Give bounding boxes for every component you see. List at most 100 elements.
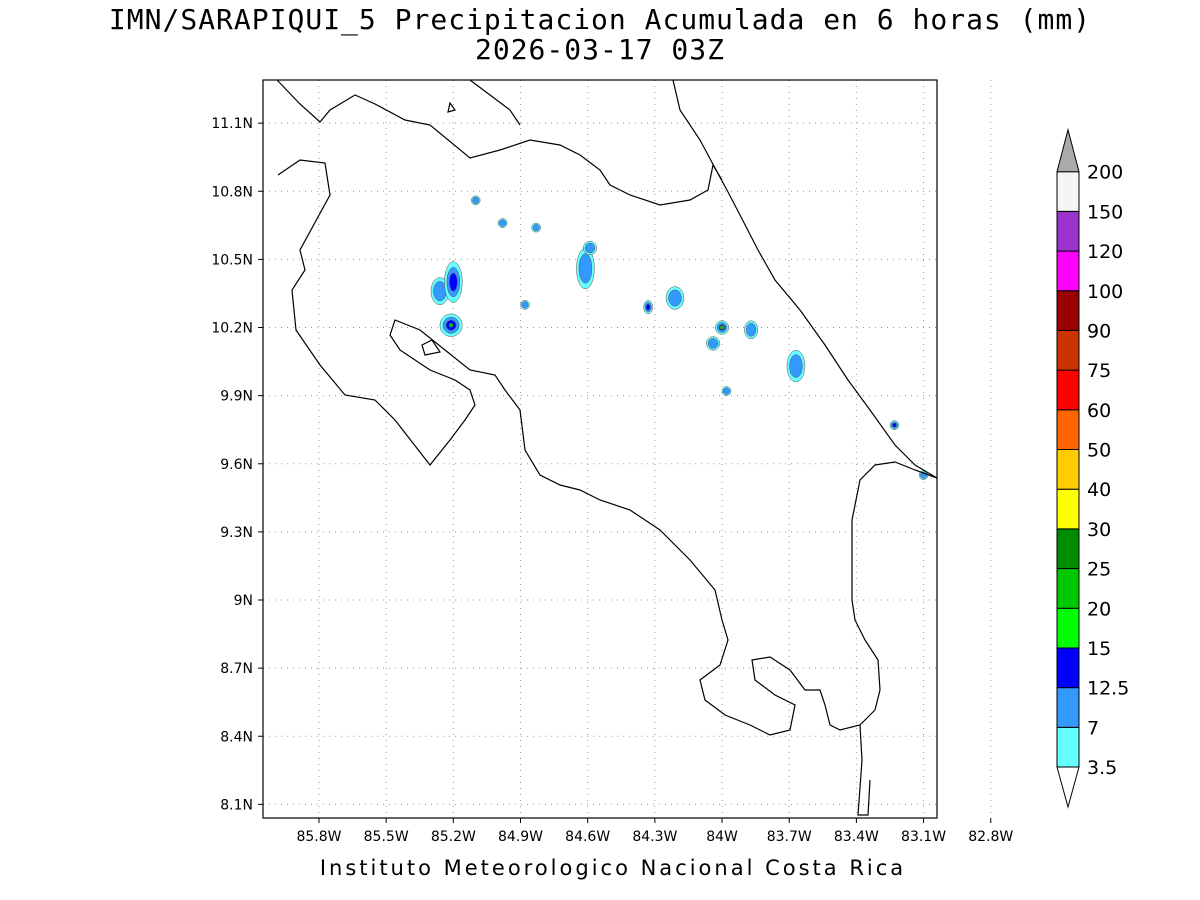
lat-tick-label: 9N xyxy=(234,593,253,609)
colorbar-swatch xyxy=(1056,568,1080,609)
lon-tick-label: 85.2W xyxy=(431,829,476,845)
map-background xyxy=(263,80,937,818)
colorbar-label: 7 xyxy=(1087,717,1099,739)
precip-cell xyxy=(430,277,450,306)
colorbar-label: 60 xyxy=(1087,400,1111,422)
precip-cell xyxy=(643,300,653,315)
colorbar-min-arrow xyxy=(1056,766,1080,809)
precip-cell xyxy=(520,300,530,310)
colorbar-swatch xyxy=(1056,726,1080,768)
precip-cell xyxy=(889,420,900,430)
lon-tick-label: 83.1W xyxy=(901,829,946,845)
colorbar-swatch xyxy=(1056,250,1080,292)
colorbar-label: 75 xyxy=(1087,360,1111,382)
precip-contour xyxy=(448,322,454,328)
precip-contour xyxy=(472,196,480,204)
lon-tick-label: 85.8W xyxy=(296,829,341,845)
colorbar-label: 25 xyxy=(1087,559,1111,581)
precip-cell xyxy=(786,349,806,383)
precip-cell xyxy=(497,218,508,228)
lat-tick-label: 10.5N xyxy=(211,252,253,268)
map-frame xyxy=(262,79,938,819)
precip-contour xyxy=(532,224,540,232)
colorbar-label: 100 xyxy=(1087,281,1123,303)
precip-contour xyxy=(723,387,730,395)
map-title: IMN/SARAPIQUI_5 Precipitacion Acumulada … xyxy=(108,3,1092,36)
lon-tick-label: 82.8W xyxy=(968,829,1013,845)
lat-tick-label: 8.1N xyxy=(220,797,253,813)
precip-cell xyxy=(665,286,685,310)
colorbar-label: 200 xyxy=(1087,162,1123,184)
colorbar-swatch xyxy=(1056,607,1080,649)
colorbar-label: 50 xyxy=(1087,440,1111,462)
colorbar-swatch xyxy=(1056,449,1080,490)
latitude-axis: 11.1N 10.8N 10.5N 10.2N 9.9N 9.6N 9.3N 9N 8.7N 8.… xyxy=(211,116,263,813)
colorbar-label: 3.5 xyxy=(1087,757,1117,779)
colorbar-max-arrow xyxy=(1056,127,1080,173)
lat-tick-label: 8.7N xyxy=(220,661,253,677)
precip-cell xyxy=(721,386,732,396)
colorbar-swatch xyxy=(1056,290,1080,331)
colorbar-label: 40 xyxy=(1087,479,1111,501)
colorbar-label: 15 xyxy=(1087,638,1111,660)
colorbar-swatch xyxy=(1056,369,1080,411)
precip-contour xyxy=(449,272,458,292)
precip-contour xyxy=(584,242,596,254)
precip-cell xyxy=(715,320,730,335)
lat-tick-label: 10.8N xyxy=(211,184,253,200)
precip-cell xyxy=(582,240,597,256)
colorbar-label: 120 xyxy=(1087,241,1123,263)
colorbar-swatch xyxy=(1056,409,1080,450)
colorbar-label: 150 xyxy=(1087,201,1123,223)
colorbar-label: 30 xyxy=(1087,519,1111,541)
colorbar-swatch xyxy=(1056,528,1080,570)
lon-tick-label: 84.3W xyxy=(632,829,677,845)
lon-tick-label: 84.6W xyxy=(565,829,610,845)
colorbar-swatch xyxy=(1056,687,1080,728)
lon-tick-label: 84W xyxy=(706,829,738,845)
precip-contour xyxy=(499,219,507,227)
precip-contour xyxy=(521,301,529,309)
precip-contour xyxy=(892,422,897,428)
precip-cell xyxy=(444,261,463,303)
precip-contour xyxy=(668,289,682,307)
precip-contour xyxy=(645,303,651,311)
precip-contour xyxy=(707,338,719,349)
colorbar-label: 12.5 xyxy=(1087,678,1129,700)
precip-contour xyxy=(578,253,593,284)
colorbar-legend: 3.5 7 12.5 15 20 25 30 40 50 60 75 90 100 120 150 200 xyxy=(1056,127,1129,809)
precip-contour xyxy=(789,354,803,378)
colorbar-swatch xyxy=(1056,171,1080,212)
precipitation-field xyxy=(430,195,929,480)
colorbar-label: 20 xyxy=(1087,598,1111,620)
lat-tick-label: 11.1N xyxy=(211,116,253,132)
precip-cell xyxy=(531,222,541,233)
lat-tick-label: 9.9N xyxy=(220,389,253,405)
coastline xyxy=(276,79,938,816)
map-datetime: 2026-03-17 03Z xyxy=(474,33,725,66)
lon-tick-label: 84.9W xyxy=(498,829,543,845)
precip-cell xyxy=(744,320,759,340)
colorbar-label: 90 xyxy=(1087,320,1111,342)
colorbar-swatch xyxy=(1056,210,1080,252)
lat-tick-label: 8.4N xyxy=(220,729,253,745)
precip-cell xyxy=(439,313,463,337)
map-grid xyxy=(263,80,992,818)
colorbar-swatch xyxy=(1056,647,1080,689)
lat-tick-label: 9.3N xyxy=(220,525,253,541)
lon-tick-label: 83.4W xyxy=(834,829,879,845)
precip-contour xyxy=(746,322,757,337)
lat-tick-label: 9.6N xyxy=(220,457,253,473)
lat-tick-label: 10.2N xyxy=(211,321,253,337)
precip-cell xyxy=(706,336,721,351)
precip-cell xyxy=(576,247,595,290)
lon-tick-label: 83.7W xyxy=(767,829,812,845)
colorbar-swatch xyxy=(1056,488,1080,530)
colorbar-swatch xyxy=(1056,329,1080,371)
precip-contour xyxy=(719,325,725,330)
footer-credit: Instituto Meteorologico Nacional Costa R… xyxy=(319,856,907,880)
precip-cell xyxy=(470,195,481,206)
longitude-axis: 85.8W 85.5W 85.2W 84.9W 84.6W 84.3W 84W 83.7W 83… xyxy=(296,818,1013,845)
lon-tick-label: 85.5W xyxy=(364,829,409,845)
